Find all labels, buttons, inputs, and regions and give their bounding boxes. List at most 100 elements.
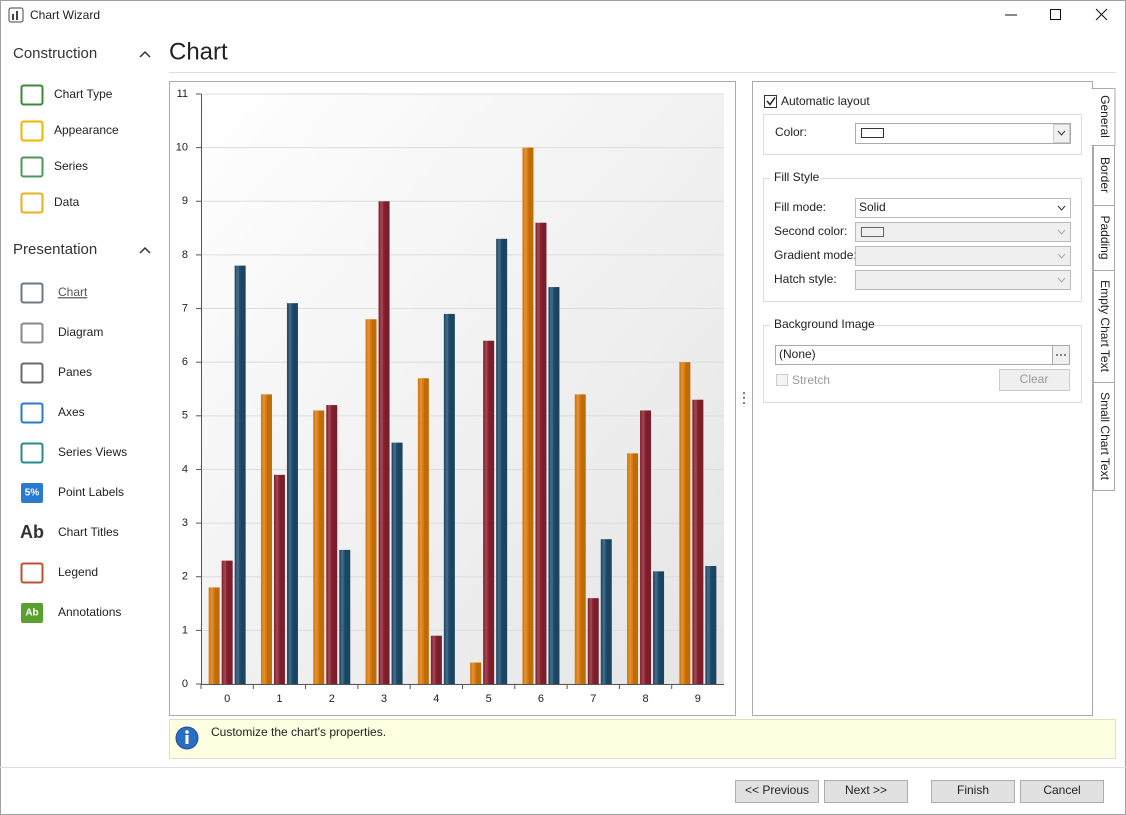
nav-icon-text: Ab <box>20 522 44 542</box>
nav-icon-text: 5% <box>25 488 40 499</box>
bar-highlight <box>576 394 580 684</box>
nav-group-title: Construction <box>13 45 97 62</box>
bar-shade <box>345 549 351 684</box>
bar <box>692 399 704 684</box>
bar <box>378 201 390 685</box>
nav-item[interactable]: Appearance <box>54 123 119 137</box>
button[interactable] <box>824 780 908 803</box>
bar <box>326 405 338 684</box>
nav-item[interactable]: Point Labels <box>58 485 124 499</box>
x-tick-label: 1 <box>276 693 282 705</box>
check-mark <box>766 97 776 106</box>
x-tick-label: 0 <box>224 693 230 705</box>
bar-highlight <box>484 340 488 684</box>
bar <box>574 394 586 684</box>
clear-button[interactable] <box>999 369 1070 391</box>
button-label: Clear <box>1020 372 1049 386</box>
dropdown-arrow <box>1057 253 1066 259</box>
image-textbox[interactable] <box>775 345 1053 365</box>
info-icon-dot <box>185 730 189 734</box>
tab[interactable] <box>1093 382 1115 491</box>
collapse-chevron[interactable] <box>139 50 151 58</box>
y-tick-label: 10 <box>176 142 188 154</box>
nav-icon <box>20 120 44 142</box>
y-tick-label: 1 <box>182 624 188 636</box>
bar-highlight <box>445 313 449 684</box>
bar-shade <box>214 587 220 684</box>
nav-item[interactable]: Diagram <box>58 325 103 339</box>
nav-item[interactable]: Series <box>54 159 88 173</box>
bar-shade <box>502 238 508 684</box>
bar <box>587 598 599 684</box>
bar-shade <box>423 378 429 684</box>
info-bar <box>169 719 1116 759</box>
x-tick-label: 2 <box>329 693 335 705</box>
field-label: Fill mode: <box>774 200 826 214</box>
dropdown-arrow <box>1057 205 1066 211</box>
x-tick-label: 8 <box>642 693 648 705</box>
button[interactable] <box>1020 780 1104 803</box>
group-title-bg <box>770 319 868 331</box>
bar-shade <box>476 662 482 684</box>
bar-highlight <box>628 453 632 684</box>
properties-panel <box>752 81 1093 716</box>
field-combo[interactable] <box>855 222 1071 242</box>
field-combo[interactable] <box>855 198 1071 218</box>
bar-shade <box>397 442 403 684</box>
dropdown-arrow <box>1057 229 1066 235</box>
bar-shade <box>267 394 272 684</box>
nav-item[interactable]: Axes <box>58 405 85 419</box>
close-button[interactable] <box>1095 8 1108 21</box>
field-combo[interactable] <box>855 246 1071 266</box>
nav-item[interactable]: Chart Type <box>54 87 113 101</box>
nav-item[interactable]: Panes <box>58 365 92 379</box>
y-tick-label: 9 <box>182 195 188 207</box>
nav-icon <box>20 362 44 384</box>
bar-highlight <box>707 566 710 684</box>
bar <box>548 287 560 684</box>
nav-item[interactable]: Legend <box>58 565 98 579</box>
bar-highlight <box>537 222 540 684</box>
y-tick-label: 11 <box>177 88 188 100</box>
x-tick-label: 7 <box>590 693 596 705</box>
bar <box>535 222 547 684</box>
bar-highlight <box>497 238 501 684</box>
bar-shade <box>593 598 599 684</box>
nav-item[interactable]: Chart Titles <box>58 525 119 539</box>
splitter[interactable] <box>743 392 745 404</box>
color-combo[interactable] <box>855 123 1071 144</box>
bar-highlight <box>602 539 606 684</box>
nav-item[interactable]: Chart <box>58 285 88 299</box>
bar <box>600 539 612 684</box>
bar <box>273 474 285 684</box>
nav-item[interactable]: Series Views <box>58 445 127 459</box>
nav-icon <box>20 84 44 106</box>
page-title: Chart <box>169 38 228 65</box>
nav-icon <box>20 562 44 584</box>
app-icon-bar <box>16 11 18 20</box>
collapse-chevron[interactable] <box>139 246 151 254</box>
maximize-button[interactable] <box>1050 9 1061 20</box>
button[interactable] <box>931 780 1015 803</box>
bar-highlight <box>393 442 396 684</box>
bar-shade <box>240 265 246 684</box>
bar-highlight <box>681 362 684 684</box>
tab-label: Border <box>1098 157 1112 193</box>
stretch-checkbox[interactable] <box>776 374 788 386</box>
nav-icon <box>20 402 44 424</box>
field-combo[interactable] <box>855 270 1071 290</box>
bar-highlight <box>524 147 527 685</box>
checkbox-label: Automatic layout <box>781 94 870 108</box>
bar-highlight <box>550 287 553 684</box>
bar <box>365 319 377 684</box>
dropdown-arrow <box>1057 130 1066 136</box>
browse-dots <box>1056 354 1066 356</box>
field-label: Gradient mode: <box>774 248 857 262</box>
bar <box>496 238 508 684</box>
bar-highlight <box>223 560 227 684</box>
nav-item[interactable]: Annotations <box>58 605 121 619</box>
dropdown-button[interactable] <box>1053 124 1070 143</box>
button[interactable] <box>735 780 819 803</box>
nav-item[interactable]: Data <box>54 195 80 209</box>
